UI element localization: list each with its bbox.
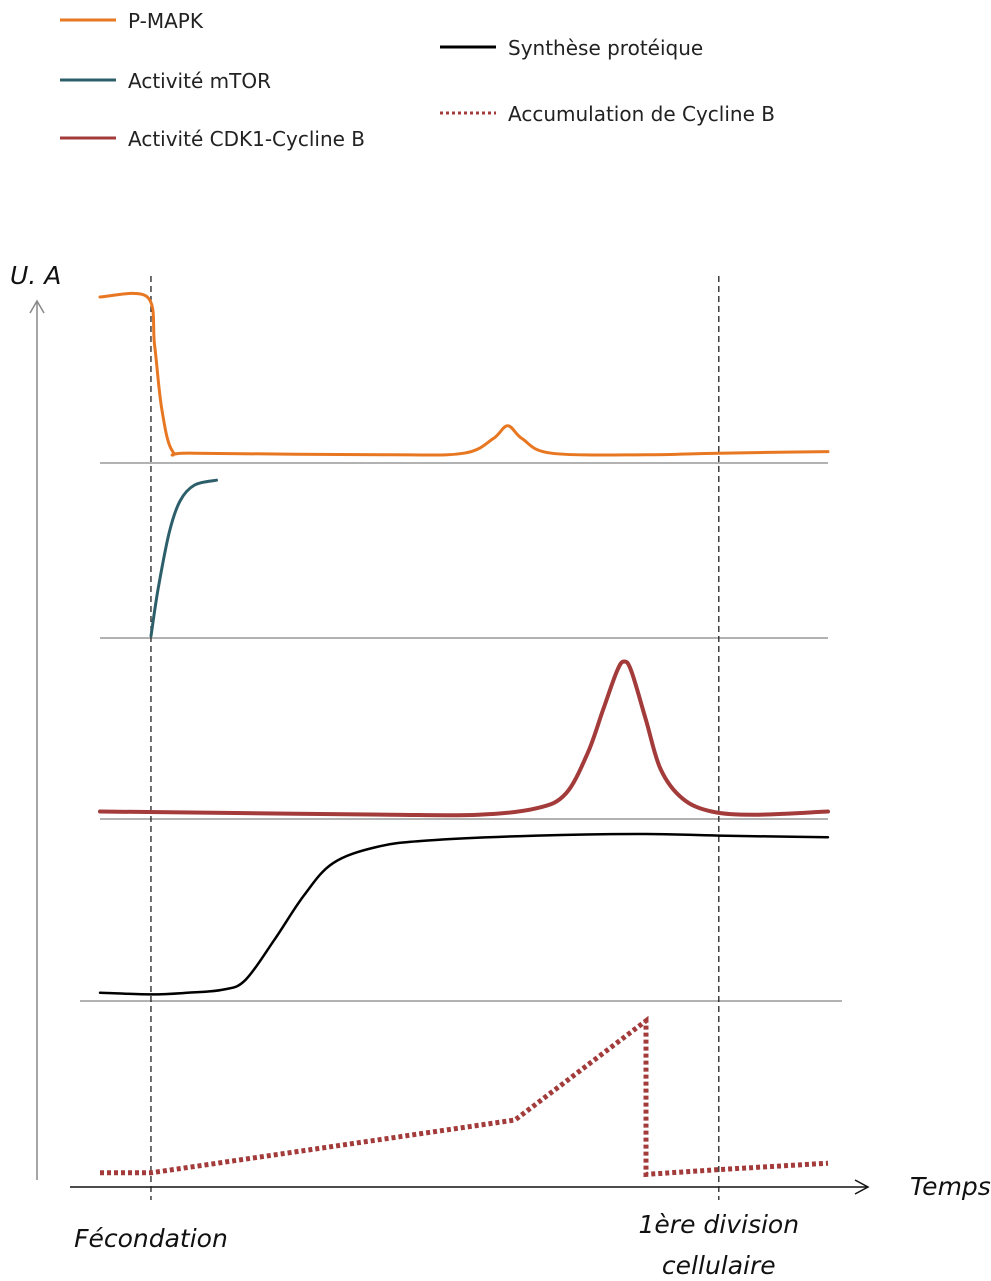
marker-label-division-line1: 1ère division: [639, 1210, 800, 1239]
series-line-cycline-b: [100, 1015, 829, 1178]
panel-separators: [80, 462, 842, 1002]
legend-label-synthese: Synthèse protéique: [508, 36, 703, 60]
series-line-cdk1: [98, 659, 830, 818]
marker-label-fecondation: Fécondation: [74, 1224, 228, 1253]
y-axis-label: U. A: [10, 261, 61, 290]
axes: U. A Temps: [10, 261, 991, 1201]
legend-item-synthese: Synthèse protéique: [440, 36, 703, 60]
legend-label-cycline-b: Accumulation de Cycline B: [508, 102, 775, 126]
x-axis-arrowhead: [854, 1179, 870, 1195]
legend-item-mtor: Activité mTOR: [60, 69, 271, 93]
series-line-p-mapk: [98, 291, 830, 457]
legend: P-MAPK Activité mTOR Activité CDK1-Cycli…: [60, 9, 775, 151]
y-axis-arrowhead: [29, 299, 45, 314]
series-line-mtor: [149, 478, 218, 638]
series-line-synthese: [98, 832, 830, 996]
legend-item-p-mapk: P-MAPK: [60, 9, 204, 33]
legend-label-cdk1: Activité CDK1-Cycline B: [128, 127, 365, 151]
legend-item-cycline-b: Accumulation de Cycline B: [440, 102, 775, 126]
legend-label-p-mapk: P-MAPK: [128, 9, 204, 33]
series-curves: [98, 291, 830, 1178]
legend-label-mtor: Activité mTOR: [128, 69, 271, 93]
legend-item-cdk1: Activité CDK1-Cycline B: [60, 127, 365, 151]
x-axis-label: Temps: [910, 1172, 991, 1201]
event-markers: Fécondation 1ère division cellulaire: [74, 276, 799, 1280]
marker-label-division-line2: cellulaire: [662, 1251, 776, 1280]
